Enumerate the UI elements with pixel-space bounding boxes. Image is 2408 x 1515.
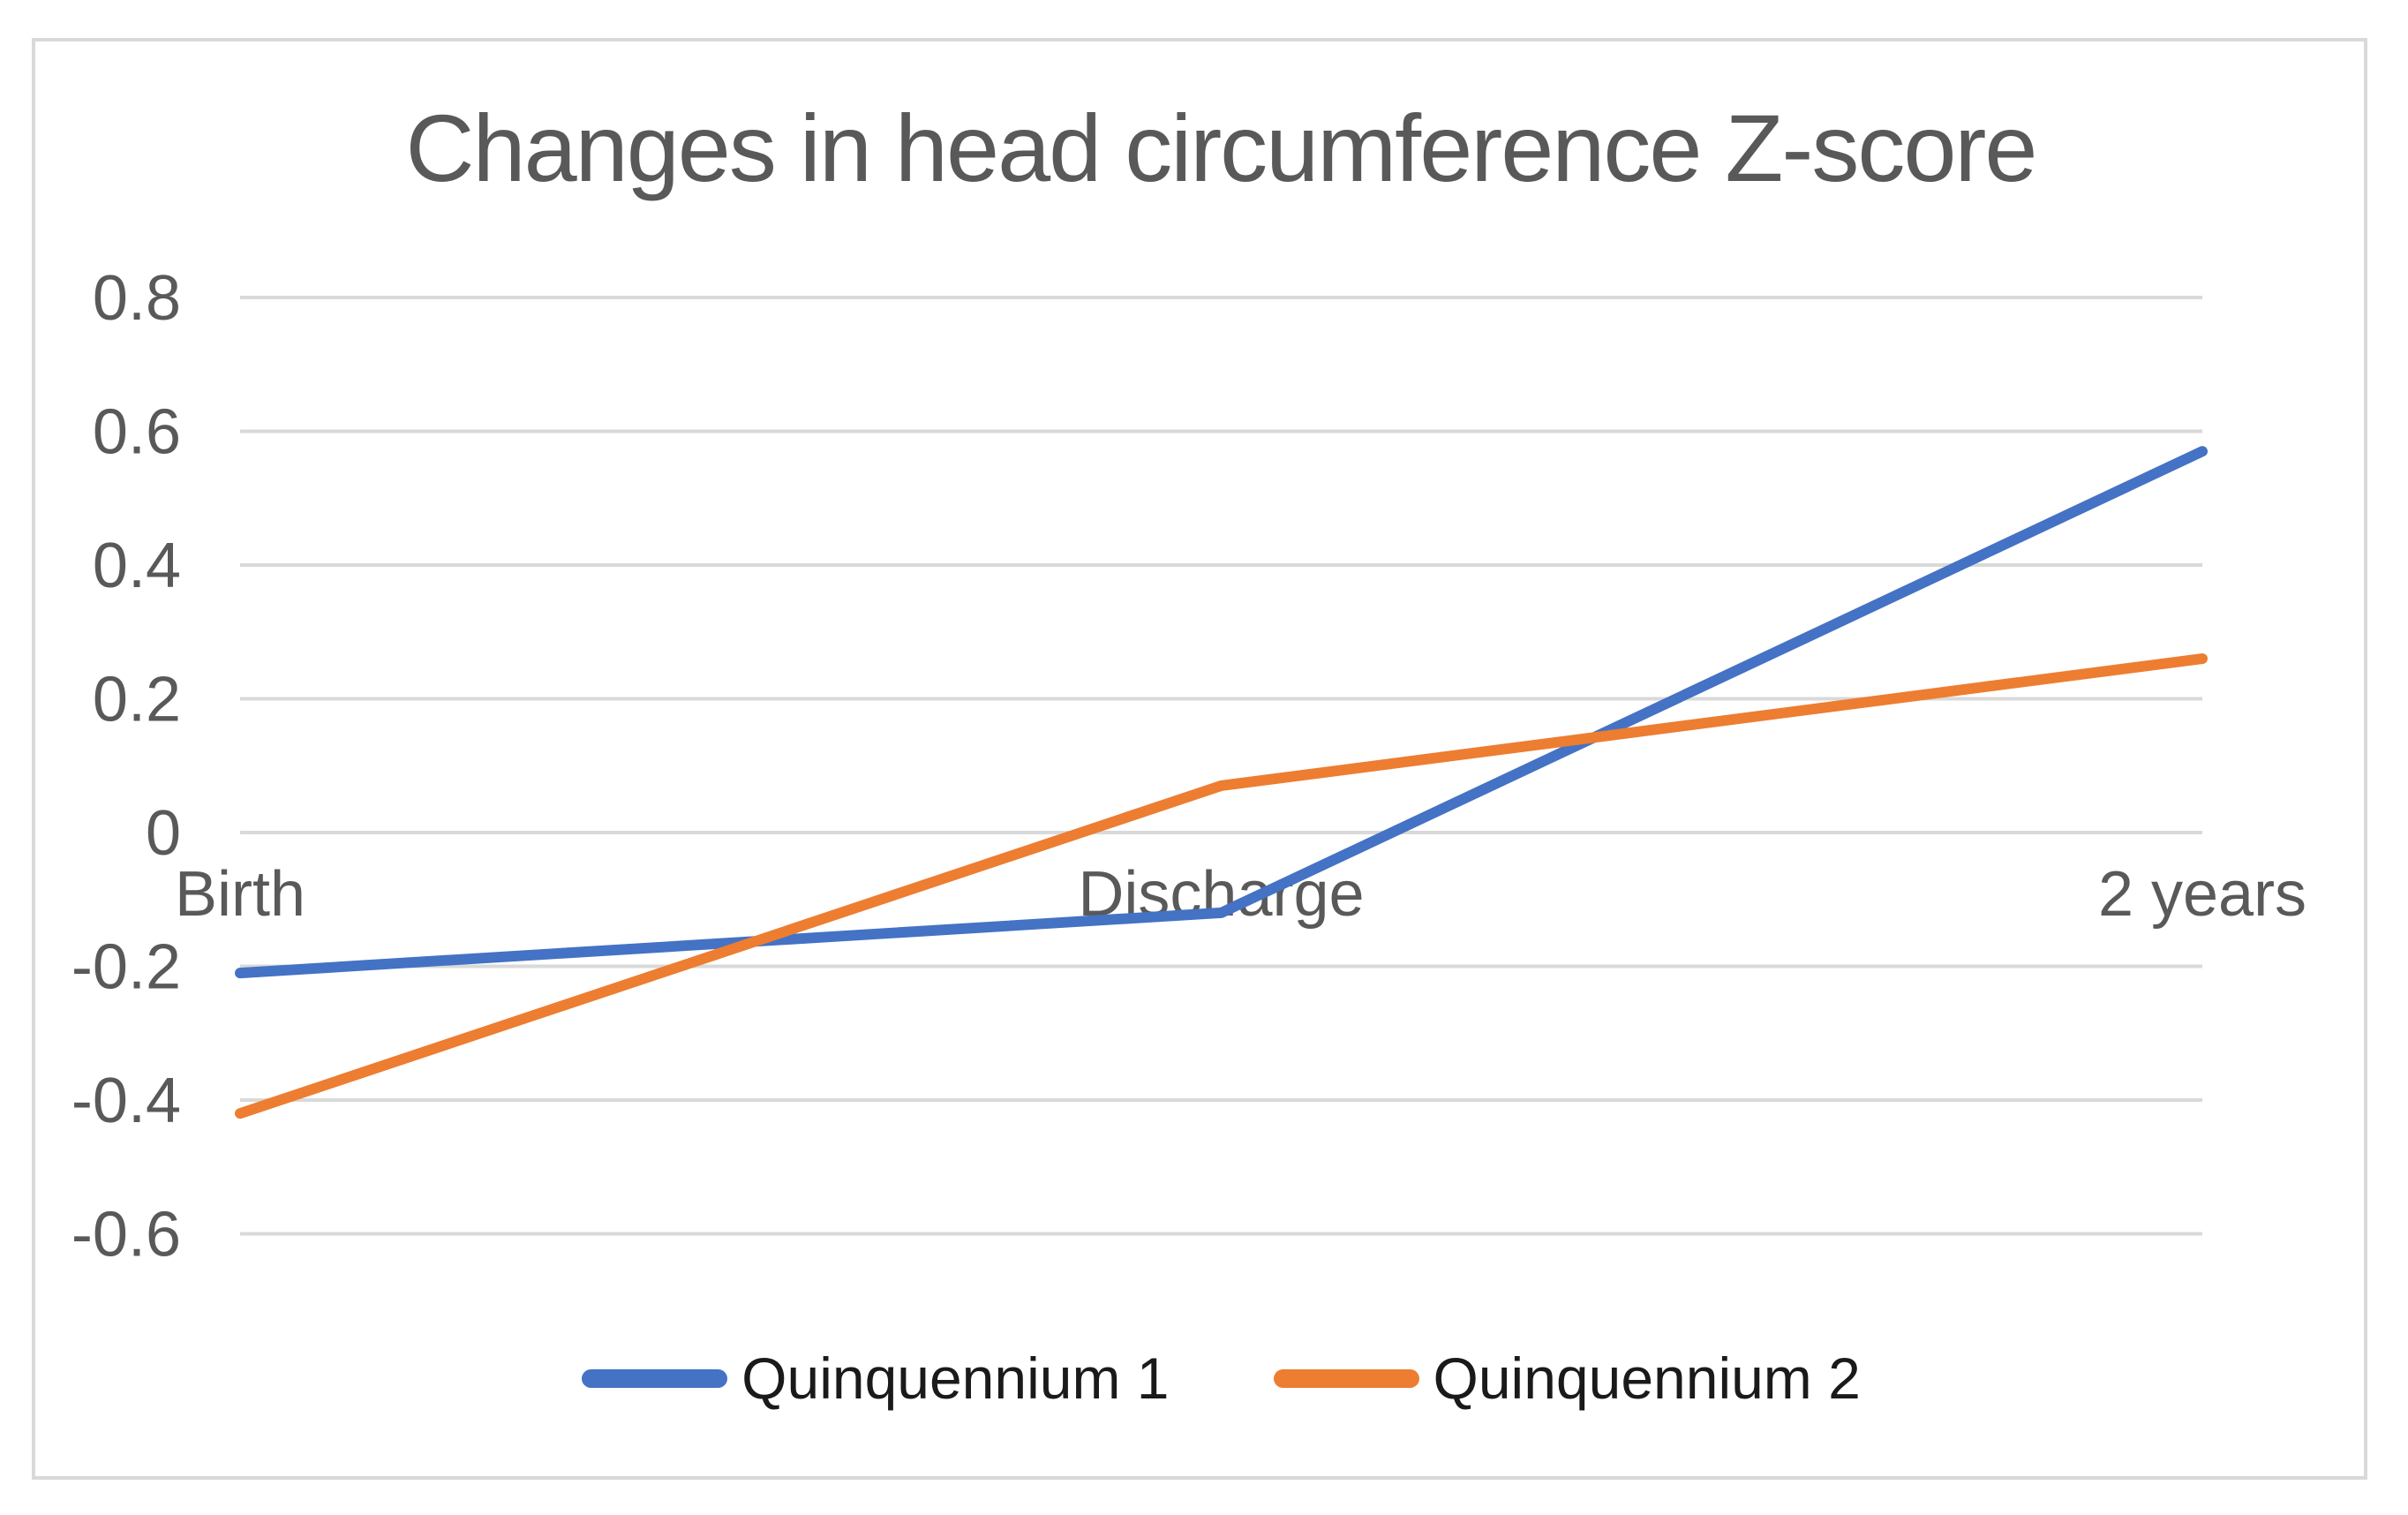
legend: Quinquennium 1 Quinquennium 2 [240,1349,2202,1407]
legend-label-quinquennium-2: Quinquennium 2 [1433,1345,1861,1411]
y-tick-label: 0 [146,798,181,869]
series-line-quinquennium-2 [235,653,2208,1119]
legend-swatch-quinquennium-1-icon [582,1368,728,1388]
legend-item-quinquennium-2: Quinquennium 2 [1273,1345,1861,1411]
y-tick-label: 0.8 [93,263,181,334]
chart-frame [32,38,2367,1480]
legend-label-quinquennium-1: Quinquennium 1 [741,1345,1170,1411]
y-tick-label: 0.2 [93,665,181,735]
legend-item-quinquennium-1: Quinquennium 1 [582,1345,1170,1411]
y-tick-label: -0.2 [71,932,181,1003]
y-tick-label: -0.4 [71,1066,181,1136]
series-line-quinquennium-1 [235,446,2208,979]
y-tick-label: -0.6 [71,1200,181,1270]
x-category-label: Birth [175,859,305,930]
x-category-label: 2 years [2098,859,2306,930]
chart-title: Changes in head circumference Z-score [406,94,2036,201]
series-layer [235,446,2208,1119]
gridline-layer [240,296,2202,1236]
legend-swatch-quinquennium-2-icon [1273,1368,1419,1388]
y-tick-label: 0.4 [93,531,181,601]
y-tick-label: 0.6 [93,397,181,468]
